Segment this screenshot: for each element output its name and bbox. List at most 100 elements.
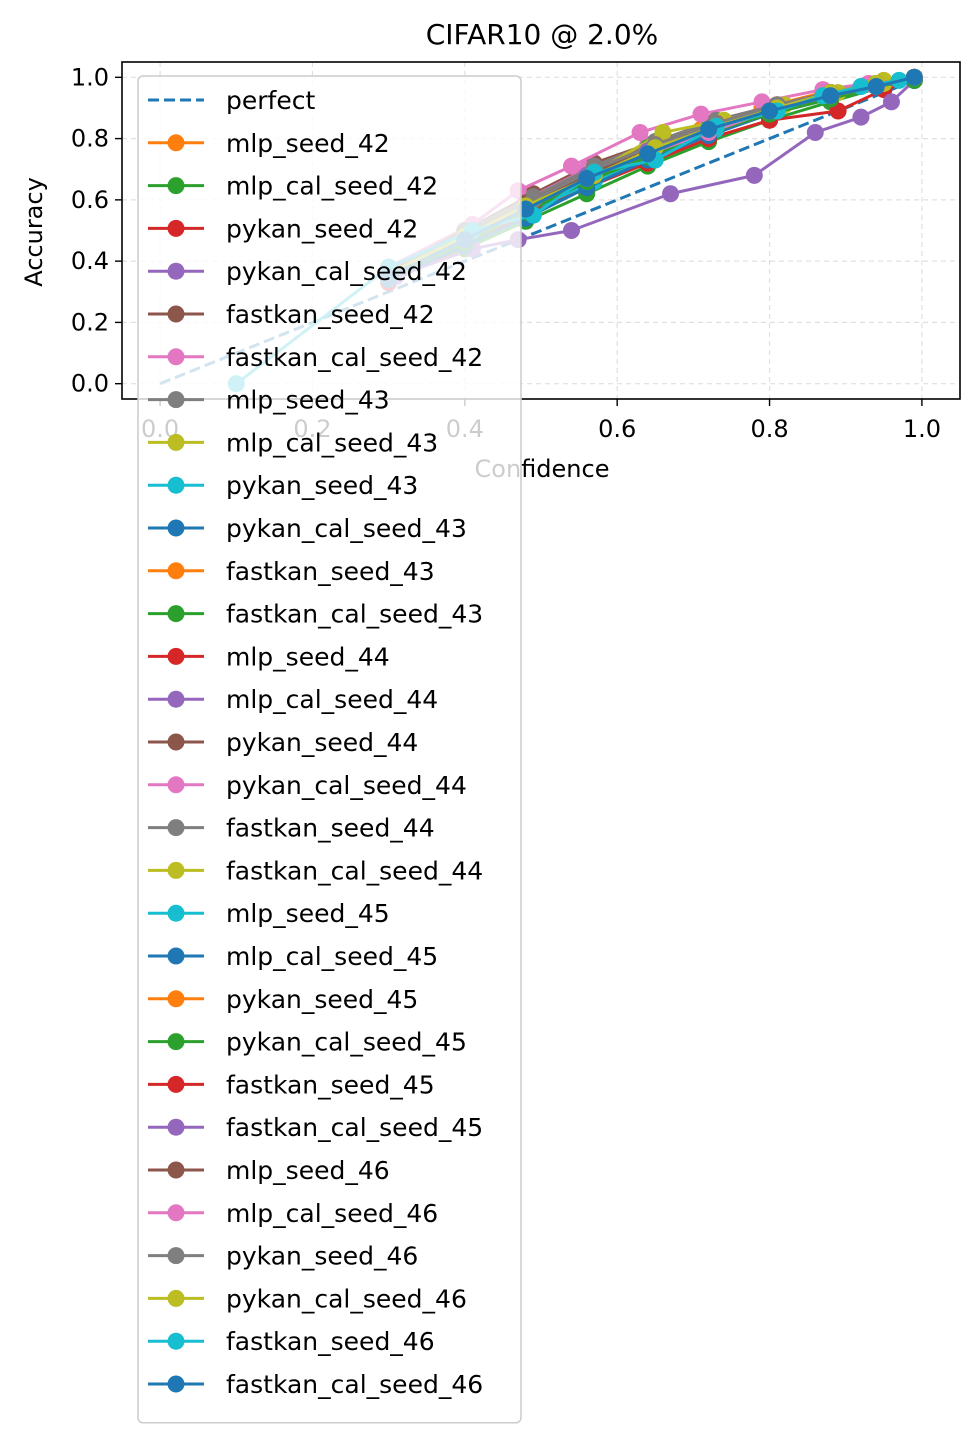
legend-box: [137, 75, 522, 1424]
legend-marker: [167, 348, 185, 366]
legend-label: pykan_seed_44: [226, 728, 418, 757]
legend-item: fastkan_cal_seed_46: [148, 1370, 483, 1399]
legend-marker: [167, 1332, 185, 1350]
legend-item: pykan_cal_seed_45: [148, 1028, 467, 1057]
data-point: [639, 145, 657, 163]
legend-label: fastkan_seed_42: [226, 300, 435, 329]
legend-marker: [167, 1204, 185, 1222]
legend-label: mlp_seed_46: [226, 1156, 390, 1185]
legend-item: pykan_seed_44: [148, 728, 418, 757]
legend-item: mlp_cal_seed_46: [148, 1199, 438, 1228]
legend-marker: [167, 690, 185, 708]
legend-label: pykan_seed_43: [226, 471, 418, 500]
chart-title: CIFAR10 @ 2.0%: [426, 18, 659, 51]
legend-item: fastkan_seed_44: [148, 814, 435, 843]
legend-marker: [167, 861, 185, 879]
data-point: [631, 123, 649, 141]
legend-item: mlp_seed_46: [148, 1156, 390, 1185]
legend-marker: [167, 476, 185, 494]
legend-label: fastkan_cal_seed_43: [226, 600, 483, 629]
legend-item: pykan_seed_42: [148, 214, 418, 243]
legend-item: mlp_seed_45: [148, 899, 390, 928]
legend-item: pykan_cal_seed_43: [148, 514, 467, 543]
legend-label: fastkan_seed_45: [226, 1070, 435, 1099]
legend-marker: [167, 391, 185, 409]
legend-label: fastkan_cal_seed_45: [226, 1113, 483, 1142]
legend-label: pykan_seed_45: [226, 985, 418, 1014]
legend-item: mlp_cal_seed_44: [148, 685, 438, 714]
data-point: [821, 87, 839, 105]
legend-marker: [167, 605, 185, 623]
legend-marker: [167, 947, 185, 965]
legend-label: fastkan_seed_43: [226, 557, 435, 586]
legend-label: fastkan_seed_46: [226, 1327, 435, 1356]
legend-label: pykan_seed_46: [226, 1242, 418, 1271]
legend-item: pykan_cal_seed_46: [148, 1284, 467, 1313]
legend-label: mlp_cal_seed_44: [226, 685, 438, 714]
legend-label: pykan_seed_42: [226, 214, 418, 243]
legend-label: pykan_cal_seed_42: [226, 257, 467, 286]
legend-item: perfect: [148, 86, 315, 115]
legend-marker: [167, 1375, 185, 1393]
legend-marker: [167, 562, 185, 580]
legend-item: mlp_seed_44: [148, 642, 390, 671]
legend-item: fastkan_cal_seed_42: [148, 343, 483, 372]
legend-marker: [167, 177, 185, 195]
legend-label: fastkan_cal_seed_44: [226, 856, 483, 885]
legend-label: mlp_cal_seed_46: [226, 1199, 438, 1228]
legend-item: fastkan_seed_46: [148, 1327, 435, 1356]
data-point: [578, 169, 596, 187]
legend-marker: [167, 262, 185, 280]
legend-marker: [167, 1289, 185, 1307]
data-point: [562, 222, 580, 239]
legend-marker: [167, 1161, 185, 1179]
legend-item: fastkan_cal_seed_45: [148, 1113, 483, 1142]
legend-item: mlp_seed_42: [148, 129, 390, 158]
legend-item: mlp_cal_seed_45: [148, 942, 438, 971]
legend-label: fastkan_cal_seed_42: [226, 343, 483, 372]
legend-label: mlp_seed_42: [226, 129, 390, 158]
data-point: [852, 78, 870, 96]
data-point: [867, 78, 885, 96]
legend-label: mlp_cal_seed_45: [226, 942, 438, 971]
y-tick-label: 0.8: [71, 125, 109, 153]
legend-label: pykan_cal_seed_46: [226, 1284, 467, 1313]
data-point: [745, 166, 763, 184]
legend-item: pykan_cal_seed_42: [148, 257, 467, 286]
data-point: [692, 105, 710, 123]
legend-marker: [167, 1247, 185, 1265]
x-tick-label: 0.8: [750, 415, 788, 443]
legend-item: pykan_cal_seed_44: [148, 771, 467, 800]
legend-marker: [167, 647, 185, 665]
x-tick-label: 1.0: [903, 415, 941, 443]
data-point: [654, 123, 672, 141]
legend-label: mlp_cal_seed_43: [226, 428, 438, 457]
legend-item: fastkan_seed_43: [148, 557, 435, 586]
legend-marker: [167, 990, 185, 1008]
y-axis-label: Accuracy: [20, 177, 48, 287]
data-point: [905, 68, 923, 86]
legend-label: pykan_cal_seed_45: [226, 1028, 467, 1057]
plot-frame: [121, 61, 961, 400]
legend-marker: [167, 519, 185, 537]
legend-label: mlp_seed_45: [226, 899, 390, 928]
legend-marker: [167, 1033, 185, 1051]
legend-label: mlp_seed_44: [226, 642, 390, 671]
y-tick-label: 0.4: [71, 247, 109, 275]
legend-label: pykan_cal_seed_43: [226, 514, 467, 543]
y-tick-label: 0.0: [71, 370, 109, 398]
legend-item: fastkan_cal_seed_43: [148, 600, 483, 629]
legend-label: pykan_cal_seed_44: [226, 771, 467, 800]
data-point: [562, 157, 580, 175]
legend-marker: [167, 305, 185, 323]
legend-label: fastkan_seed_44: [226, 814, 435, 843]
y-tick-label: 1.0: [71, 63, 109, 91]
legend-item: mlp_seed_43: [148, 386, 390, 415]
data-point: [806, 123, 824, 141]
legend-marker: [167, 776, 185, 794]
legend-item: pykan_seed_46: [148, 1242, 418, 1271]
y-tick-label: 0.2: [71, 308, 109, 336]
data-point: [852, 108, 870, 126]
legend-item: mlp_cal_seed_42: [148, 172, 438, 201]
legend-label: mlp_seed_43: [226, 386, 390, 415]
